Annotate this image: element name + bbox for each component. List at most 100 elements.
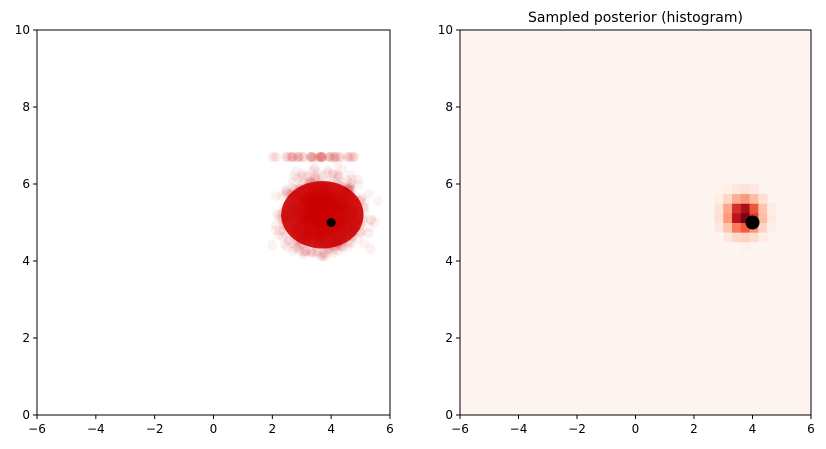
y-tick-label: 8 <box>22 100 30 114</box>
y-tick-label: 6 <box>22 177 30 191</box>
sample-point <box>287 238 298 249</box>
sample-point <box>365 222 376 233</box>
sample-point <box>308 164 319 175</box>
sample-point <box>310 162 321 173</box>
sample-point <box>328 169 339 180</box>
y-tick-label: 10 <box>15 23 30 37</box>
sample-point <box>270 220 281 231</box>
sample-point <box>290 242 301 253</box>
sample-point <box>330 152 341 163</box>
sample-point <box>298 152 309 163</box>
sample-point <box>313 173 324 184</box>
sample-point <box>344 152 355 163</box>
sample-point <box>315 152 326 163</box>
sample-point <box>300 246 311 257</box>
sample-point <box>346 174 357 185</box>
sample-point <box>365 244 376 255</box>
sample-point <box>288 245 299 256</box>
sample-point <box>318 248 329 259</box>
sample-point <box>342 174 353 185</box>
sample-point <box>302 170 313 181</box>
sample-point <box>319 251 330 262</box>
histogram-cell <box>740 232 751 243</box>
sample-point <box>299 249 310 260</box>
histogram-cell <box>740 212 751 223</box>
sample-point <box>299 246 310 257</box>
sample-point <box>306 246 317 257</box>
sample-point <box>298 170 309 181</box>
histogram-cell <box>767 222 777 233</box>
sample-point <box>289 170 300 181</box>
right-histogram-cells <box>714 184 777 252</box>
sample-point <box>283 235 294 246</box>
sample-point <box>331 169 342 180</box>
sample-point <box>301 246 312 257</box>
histogram-cell <box>732 232 742 243</box>
sample-point <box>333 152 344 163</box>
sample-point <box>270 225 281 236</box>
sample-point <box>353 179 364 190</box>
sample-point <box>292 173 303 184</box>
sample-point <box>293 152 304 163</box>
x-tick-label: 0 <box>210 422 218 436</box>
sample-point <box>280 184 291 195</box>
sample-point <box>325 152 336 163</box>
sample-point <box>287 152 298 163</box>
sample-point <box>283 235 294 246</box>
sample-point <box>301 245 312 256</box>
sample-point <box>333 245 344 256</box>
sample-point <box>346 170 357 181</box>
y-tick-label: 2 <box>22 331 30 345</box>
sample-point <box>337 164 348 175</box>
sample-point <box>306 166 317 177</box>
histogram-cell <box>740 241 751 252</box>
sample-point <box>322 165 333 176</box>
sample-point <box>359 198 370 209</box>
sample-point <box>317 247 328 258</box>
sample-point <box>274 225 285 236</box>
x-tick-label: −4 <box>87 422 105 436</box>
sample-point <box>323 152 334 163</box>
sample-point <box>277 232 288 243</box>
histogram-cell <box>732 184 742 195</box>
sample-point <box>288 152 299 163</box>
sample-point <box>338 243 349 254</box>
sample-point <box>306 152 317 163</box>
sample-point <box>320 248 331 259</box>
sample-point <box>280 188 291 199</box>
sample-point <box>297 247 308 258</box>
histogram-cell <box>749 232 759 243</box>
left-y-axis: 0 2 4 6 8 10 <box>15 23 37 422</box>
sample-point <box>348 152 359 163</box>
y-tick-label: 10 <box>438 23 453 37</box>
x-tick-label: 2 <box>269 422 277 436</box>
x-tick-label: 6 <box>386 422 394 436</box>
sample-point <box>327 168 338 179</box>
sample-point <box>267 240 278 251</box>
histogram-cell <box>714 222 724 233</box>
sample-point <box>316 152 327 163</box>
sample-point <box>304 171 315 182</box>
sample-density-core <box>281 181 364 249</box>
x-tick-label: −2 <box>568 422 586 436</box>
x-tick-label: 4 <box>749 422 757 436</box>
histogram-cell <box>723 212 733 223</box>
left-x-axis: −6 −4 −2 0 2 4 6 <box>28 415 394 436</box>
sample-point <box>337 176 348 187</box>
sample-point <box>343 241 354 252</box>
histogram-cell <box>749 184 759 195</box>
histogram-cell <box>740 184 751 195</box>
sample-point <box>291 242 302 253</box>
sample-point <box>279 239 290 250</box>
sample-point <box>315 251 326 262</box>
x-tick-label: −2 <box>146 422 164 436</box>
sample-point <box>328 248 339 259</box>
sample-point <box>306 246 317 257</box>
sample-point <box>293 152 304 163</box>
sample-point <box>309 153 320 164</box>
histogram-cell <box>714 193 724 204</box>
sample-point <box>307 152 318 163</box>
x-tick-label: −6 <box>451 422 469 436</box>
sample-point <box>366 214 377 225</box>
